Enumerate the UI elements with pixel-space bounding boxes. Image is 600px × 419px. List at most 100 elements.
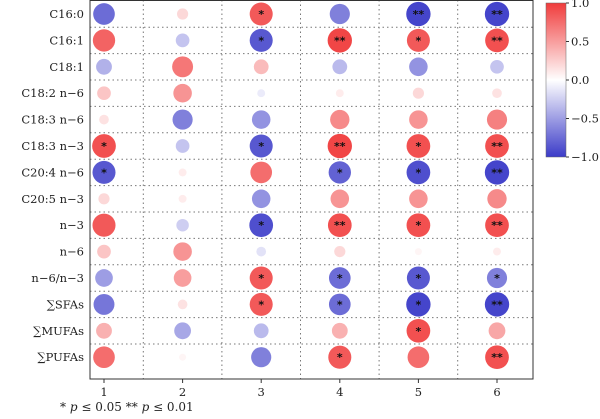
colorbar-tick-label: −0.5	[571, 112, 599, 126]
cell-circle	[492, 88, 502, 99]
cell-circle	[406, 134, 431, 158]
cell-circle	[485, 213, 509, 238]
cell-circle	[330, 109, 350, 130]
cell-circle	[173, 83, 192, 103]
cell-circle	[250, 161, 273, 184]
footnote-star2: **	[125, 400, 138, 414]
cell-circle	[484, 292, 510, 317]
cell-circle	[92, 29, 116, 52]
column-label: 1	[100, 385, 107, 399]
cell-circle	[249, 266, 273, 290]
cell-circle	[249, 292, 273, 316]
cell-circle	[97, 86, 111, 101]
cell-circle	[93, 3, 115, 25]
row-label: C18:3 n−6	[21, 113, 84, 127]
column-label: 4	[336, 385, 343, 399]
cell-circle	[92, 134, 116, 158]
cell-circle	[98, 193, 110, 205]
cell-circle	[96, 322, 112, 339]
cell-circle	[256, 246, 267, 257]
significance-mark: *	[337, 298, 343, 311]
cell-circle	[484, 1, 510, 27]
significance-mark: *	[258, 219, 264, 232]
cell-circle	[409, 110, 428, 129]
cell-circle	[406, 292, 431, 317]
row-label: ∑PUFAs	[37, 350, 84, 364]
cell-circle	[335, 89, 344, 98]
cell-circle	[329, 3, 350, 25]
cell-circle	[486, 109, 508, 130]
cell-circle	[490, 59, 504, 74]
row-labels: C16:0 C16:1 C18:1 C18:2 n−6 C18:3 n−6 C18:3 n…	[21, 7, 84, 364]
significance-mark: **	[491, 298, 503, 311]
cell-circle	[406, 266, 430, 290]
significance-mark: *	[416, 298, 422, 311]
cell-circle	[175, 139, 190, 153]
cell-circle	[249, 28, 273, 52]
cell-circle	[253, 323, 269, 339]
cell-circle	[332, 59, 348, 75]
column-label: 6	[493, 385, 500, 399]
significance-mark: *	[337, 351, 343, 364]
significance-mark: **	[491, 166, 503, 179]
footnote-threshold2: ≤ 0.01	[149, 400, 194, 414]
significance-mark: *	[337, 166, 343, 179]
cell-circle	[178, 168, 187, 177]
cell-circle	[253, 59, 269, 75]
row-label: C20:5 n−3	[21, 192, 84, 206]
column-label: 5	[415, 385, 422, 399]
cell-circle	[251, 110, 271, 129]
cell-circle	[249, 134, 273, 158]
cell-circle	[409, 189, 428, 209]
cell-circle	[178, 194, 187, 203]
cell-circle	[409, 57, 428, 77]
row-label: ∑MUFAs	[33, 324, 84, 338]
row-label: C18:2 n−6	[21, 86, 84, 100]
significance-mark: *	[494, 272, 500, 285]
cell-circle	[249, 2, 273, 26]
cell-circle	[175, 33, 190, 48]
cell-circle	[414, 248, 422, 256]
correlation-cells: * ** *** ** * *** * ** * *** * * *** ** * *** * * ** * * ****…	[92, 1, 510, 370]
cell-circle	[328, 161, 351, 184]
significance-footnote: * p ≤ 0.05 ** p ≤ 0.01	[60, 400, 194, 414]
cell-circle	[328, 293, 351, 316]
cell-circle	[99, 114, 109, 125]
cell-circle	[406, 318, 431, 343]
cell-circle	[328, 267, 351, 289]
significance-mark: *	[416, 34, 422, 47]
cell-circle	[249, 213, 274, 238]
significance-mark: *	[416, 272, 422, 285]
significance-mark: *	[337, 272, 343, 285]
cell-circle	[173, 242, 192, 261]
cell-circle	[487, 189, 507, 209]
plot-frame	[89, 0, 534, 380]
significance-mark: **	[334, 34, 346, 47]
footnote-star1: *	[60, 400, 66, 414]
colorbar-tick-label: 0.5	[571, 35, 589, 49]
cell-circle	[251, 189, 271, 209]
cell-circle	[96, 58, 112, 75]
colorbar: 1.0 0.5 0.0 −0.5 −1.0	[545, 0, 599, 164]
cell-circle	[251, 347, 272, 368]
cell-circle	[412, 87, 424, 99]
cell-circle	[406, 28, 430, 52]
cell-circle	[97, 244, 111, 259]
row-label: C18:1	[49, 60, 84, 74]
cell-circle	[334, 246, 346, 258]
cell-circle	[327, 133, 352, 159]
column-labels: 1 2 3 4 5 6	[100, 379, 501, 399]
cell-circle	[172, 56, 194, 78]
significance-mark: **	[334, 140, 346, 153]
footnote-threshold1: ≤ 0.05	[77, 400, 126, 414]
colorbar-tick-label: 1.0	[571, 0, 589, 10]
cell-circle	[486, 267, 508, 289]
colorbar-tick-label: 0.0	[571, 73, 589, 87]
column-label: 2	[179, 385, 186, 399]
significance-mark: *	[416, 219, 422, 232]
significance-mark: **	[491, 34, 503, 47]
cell-circle	[328, 345, 352, 369]
row-label: C20:4 n−6	[21, 165, 84, 179]
cell-circle	[92, 213, 116, 237]
cell-circle	[174, 322, 191, 340]
